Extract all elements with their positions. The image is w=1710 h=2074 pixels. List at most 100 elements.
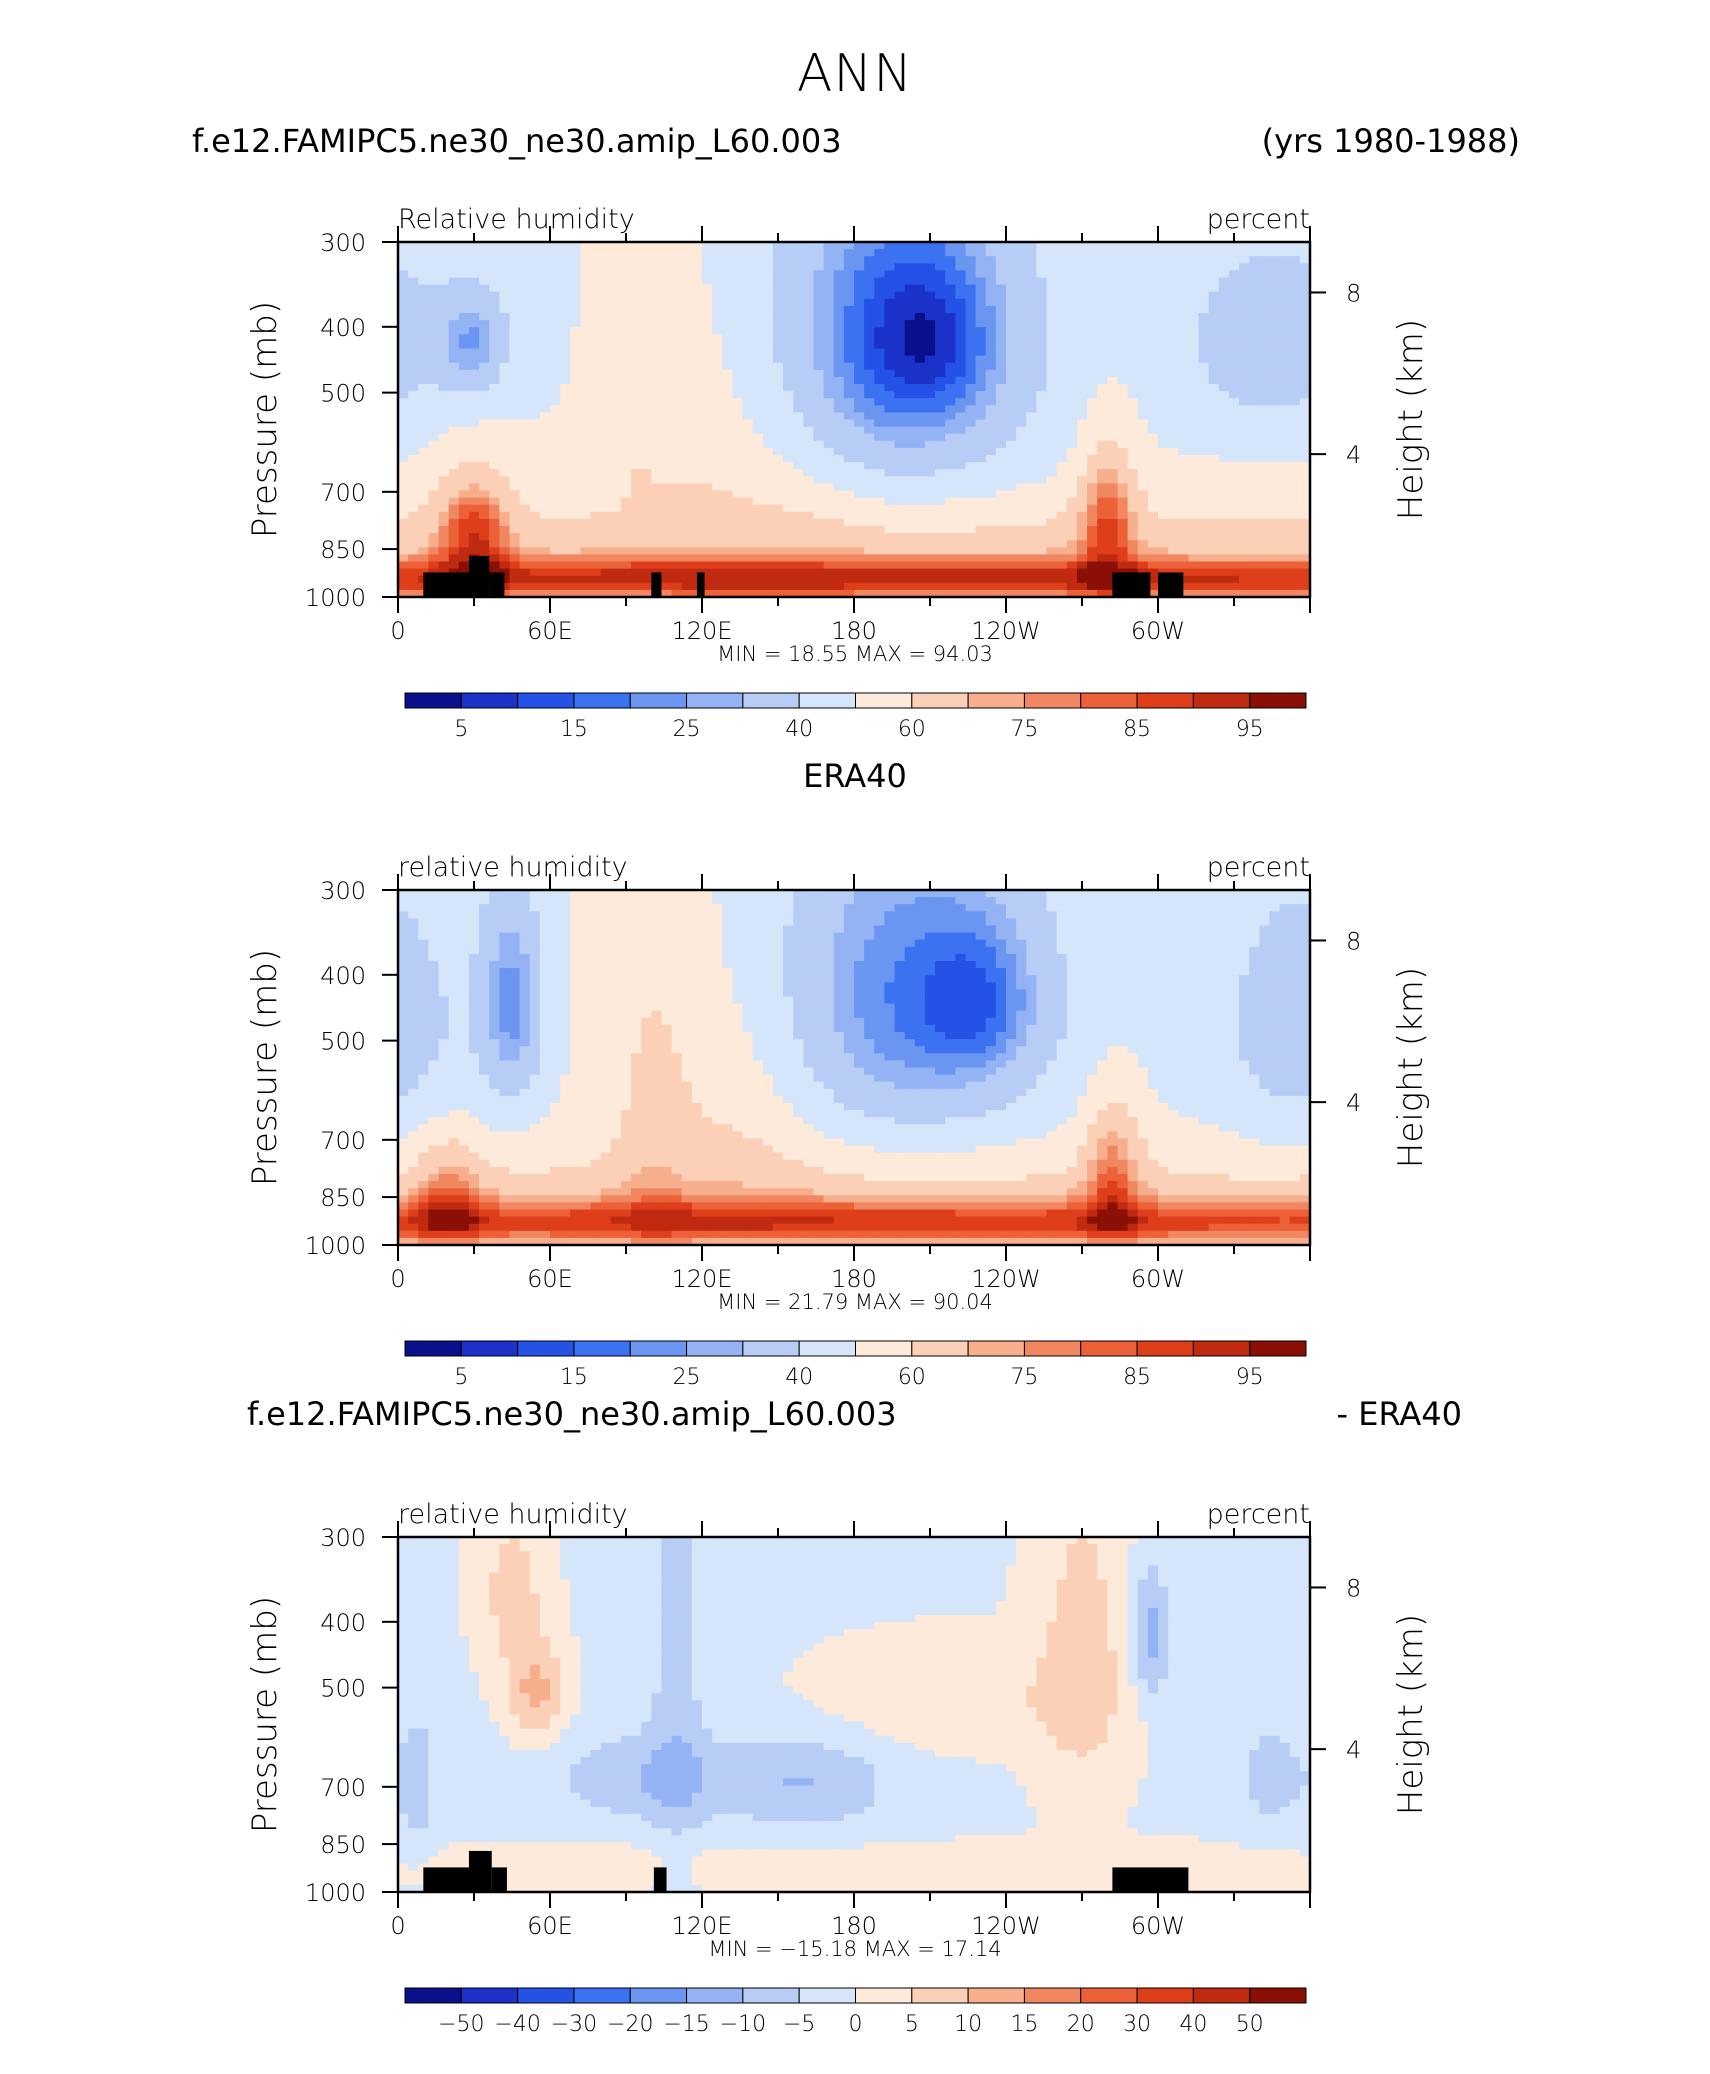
contour-cell bbox=[519, 398, 531, 406]
contour-cell bbox=[1279, 533, 1291, 541]
panel-1-colorbar-label: 40 bbox=[785, 717, 813, 742]
contour-cell bbox=[783, 575, 794, 584]
contour-cell bbox=[1269, 412, 1281, 421]
contour-cell bbox=[1228, 890, 1240, 898]
contour-cell bbox=[762, 291, 774, 300]
contour-cell bbox=[641, 568, 652, 577]
contour-cell bbox=[620, 242, 632, 250]
contour-cell bbox=[1158, 476, 1169, 484]
contour-cell bbox=[438, 469, 450, 477]
contour-cell bbox=[1076, 911, 1088, 919]
contour-cell bbox=[874, 911, 885, 919]
contour-cell bbox=[945, 497, 956, 506]
contour-cell bbox=[1188, 575, 1200, 584]
contour-cell bbox=[833, 334, 845, 342]
contour-cell bbox=[641, 497, 652, 506]
contour-cell bbox=[985, 362, 997, 371]
contour-cell bbox=[843, 568, 855, 577]
contour-cell bbox=[833, 341, 845, 350]
contour-cell bbox=[712, 334, 723, 342]
contour-cell bbox=[1127, 897, 1139, 905]
contour-cell bbox=[995, 320, 1007, 328]
contour-cell bbox=[864, 376, 875, 385]
contour-cell bbox=[438, 426, 450, 435]
contour-cell bbox=[1289, 526, 1301, 534]
contour-cell bbox=[1259, 305, 1271, 314]
contour-cell bbox=[955, 526, 967, 534]
contour-cell bbox=[894, 369, 906, 378]
contour-cell bbox=[1158, 384, 1169, 392]
contour-cell bbox=[691, 341, 703, 350]
contour-cell bbox=[1168, 483, 1179, 492]
contour-cell bbox=[1087, 575, 1098, 584]
contour-cell bbox=[1188, 270, 1200, 279]
contour-cell bbox=[904, 284, 916, 293]
contour-cell bbox=[1259, 376, 1271, 385]
contour-cell bbox=[468, 483, 480, 492]
contour-cell bbox=[661, 334, 673, 342]
contour-cell bbox=[529, 554, 541, 563]
contour-cell bbox=[550, 890, 561, 898]
contour-cell bbox=[691, 412, 703, 421]
contour-cell bbox=[550, 911, 561, 919]
contour-cell bbox=[1056, 890, 1068, 898]
contour-cell bbox=[1147, 526, 1159, 534]
contour-cell bbox=[560, 897, 571, 905]
contour-cell bbox=[823, 426, 835, 435]
panel-1-topography-block bbox=[1112, 572, 1151, 597]
contour-cell bbox=[539, 277, 551, 286]
contour-cell bbox=[691, 327, 703, 335]
contour-cell bbox=[874, 263, 885, 271]
contour-cell bbox=[1208, 426, 1220, 435]
contour-cell bbox=[529, 419, 541, 428]
contour-cell bbox=[408, 249, 419, 257]
contour-cell bbox=[1036, 270, 1048, 279]
contour-cell bbox=[914, 561, 926, 570]
contour-cell bbox=[813, 568, 825, 577]
contour-cell bbox=[772, 391, 784, 399]
contour-cell bbox=[813, 369, 825, 378]
contour-cell bbox=[1188, 313, 1200, 321]
contour-cell bbox=[1026, 440, 1037, 449]
contour-cell bbox=[641, 355, 652, 364]
contour-cell bbox=[914, 242, 926, 250]
contour-cell bbox=[1036, 504, 1048, 513]
contour-cell bbox=[1076, 561, 1088, 570]
contour-cell bbox=[1016, 504, 1027, 513]
contour-cell bbox=[732, 476, 744, 484]
contour-cell bbox=[1006, 455, 1017, 463]
contour-cell bbox=[550, 469, 561, 477]
contour-cell bbox=[418, 447, 429, 456]
contour-cell bbox=[914, 284, 926, 293]
contour-cell bbox=[1228, 554, 1240, 563]
contour-cell bbox=[610, 305, 622, 314]
contour-cell bbox=[539, 327, 551, 335]
contour-cell bbox=[651, 313, 663, 321]
contour-cell bbox=[1218, 348, 1230, 357]
contour-cell bbox=[499, 911, 511, 919]
contour-cell bbox=[539, 419, 551, 428]
contour-cell bbox=[813, 904, 825, 912]
contour-cell bbox=[752, 890, 764, 898]
contour-cell bbox=[803, 412, 815, 421]
contour-cell bbox=[1107, 376, 1119, 385]
contour-cell bbox=[924, 242, 936, 250]
contour-cell bbox=[1117, 405, 1129, 413]
contour-cell bbox=[448, 263, 460, 271]
contour-cell bbox=[1249, 511, 1260, 520]
contour-cell bbox=[631, 291, 642, 300]
contour-cell bbox=[1147, 398, 1159, 406]
contour-cell bbox=[499, 483, 511, 492]
contour-cell bbox=[398, 376, 409, 385]
contour-cell bbox=[398, 911, 409, 919]
contour-cell bbox=[1239, 355, 1250, 364]
contour-cell bbox=[1056, 291, 1068, 300]
contour-cell bbox=[965, 490, 977, 499]
contour-cell bbox=[793, 540, 804, 548]
contour-cell bbox=[712, 447, 723, 456]
contour-cell bbox=[955, 554, 967, 563]
contour-cell bbox=[1299, 897, 1311, 905]
contour-cell bbox=[965, 897, 977, 905]
contour-cell bbox=[1097, 575, 1108, 584]
contour-cell bbox=[1107, 284, 1119, 293]
